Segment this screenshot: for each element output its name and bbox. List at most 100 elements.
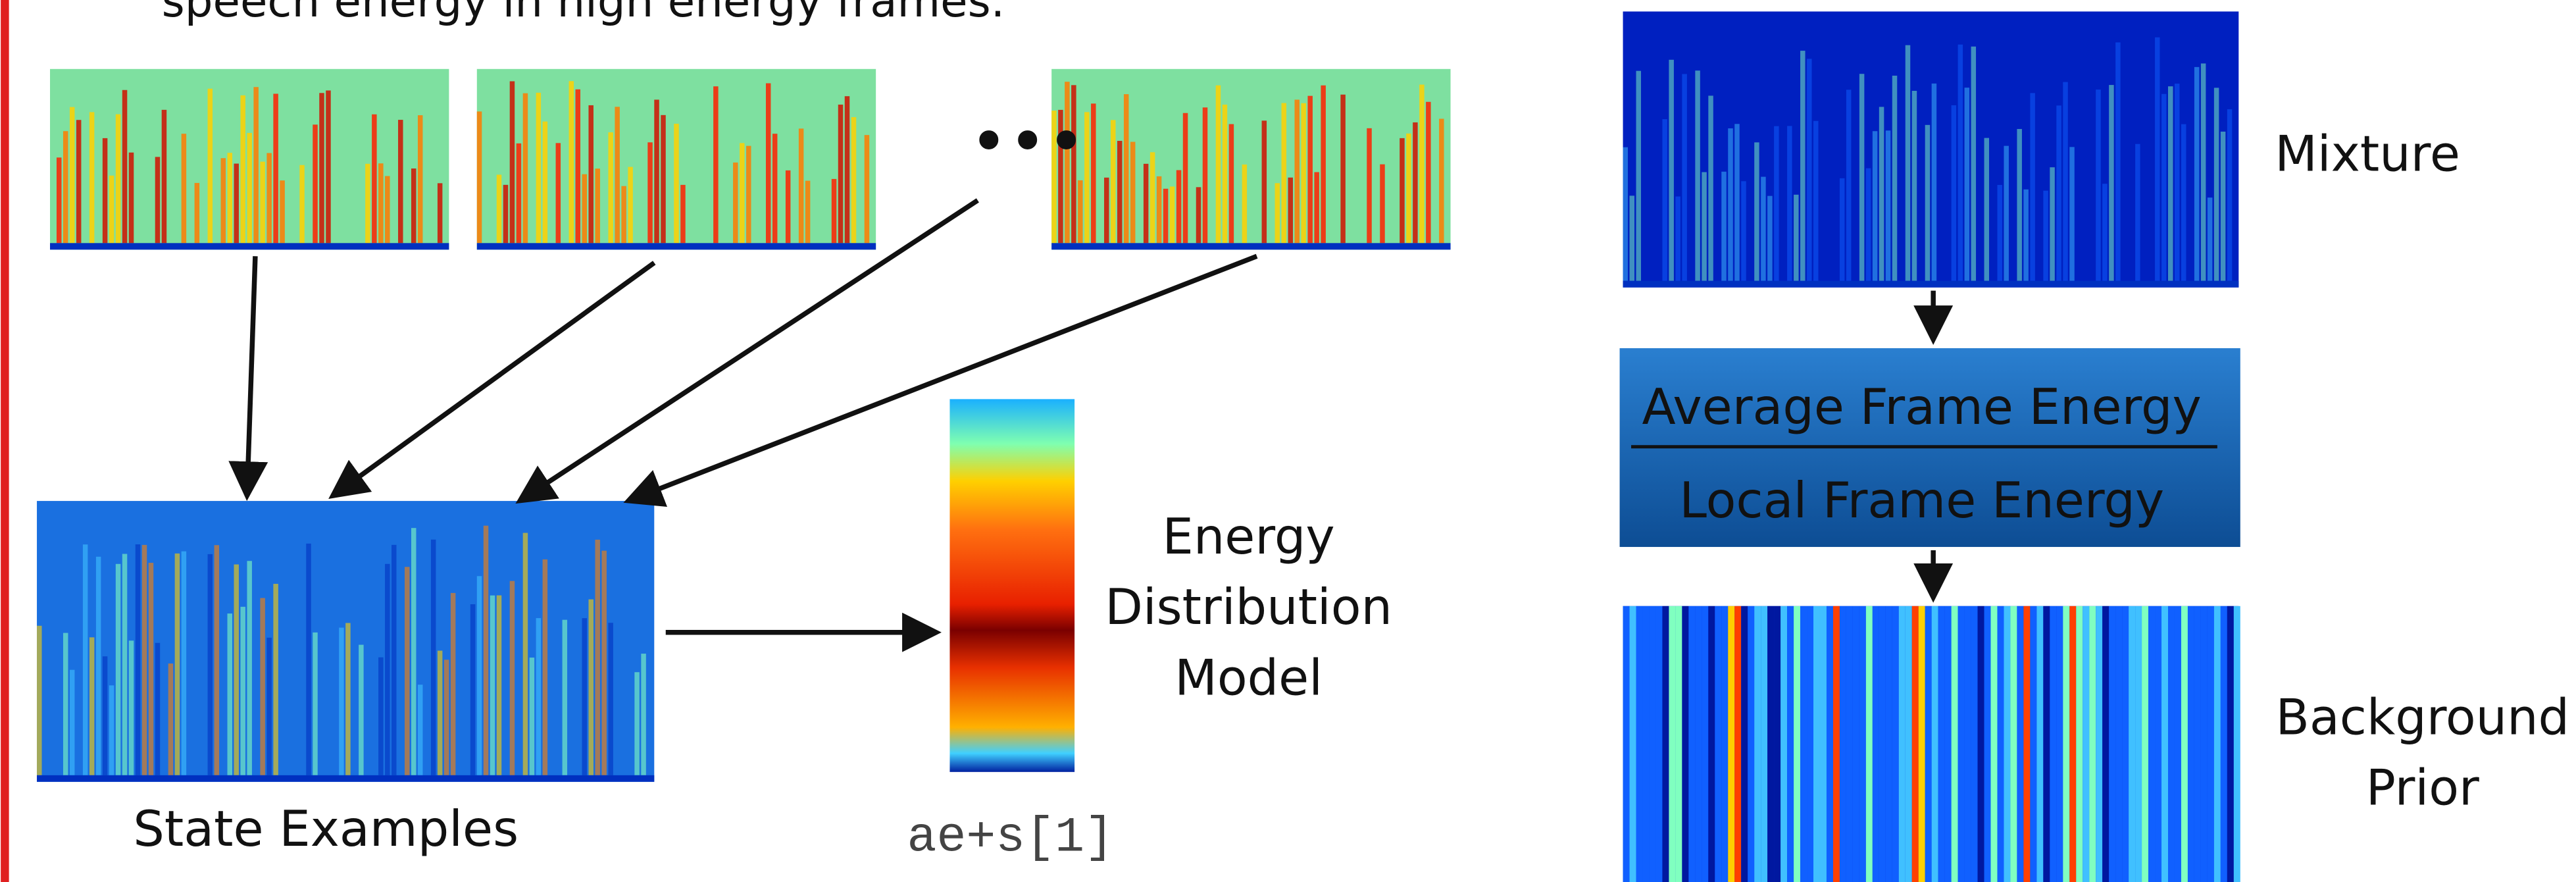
spectrogram-cell xyxy=(405,567,409,775)
spectrogram-cell xyxy=(1879,606,1886,882)
spectrogram-cell xyxy=(306,544,311,775)
spectrogram-cell xyxy=(2155,38,2159,281)
spectrogram-cell xyxy=(2201,606,2208,882)
spectrogram-cell xyxy=(2036,606,2043,882)
spectrogram-cell xyxy=(37,626,41,775)
spectrogram-cell xyxy=(484,526,488,775)
spectrogram-cell xyxy=(96,557,101,775)
spectrogram-cell xyxy=(1157,176,1161,243)
spectrogram-cell xyxy=(1794,195,1798,281)
spectrogram-cell xyxy=(2043,606,2050,882)
spectrogram-cell xyxy=(1655,606,1662,882)
spectrogram-cell xyxy=(510,81,515,243)
spectrogram-cell xyxy=(490,596,495,775)
spectrogram-cell xyxy=(136,544,140,775)
spectrogram-cell xyxy=(1695,70,1700,280)
spectrogram-cell xyxy=(536,618,541,775)
arrow xyxy=(628,256,1257,501)
ratio-denominator: Local Frame Energy xyxy=(1679,472,2164,529)
spectrogram-cell xyxy=(260,598,265,775)
spectrogram-cell xyxy=(1846,90,1851,280)
spectrogram-cell xyxy=(2129,606,2135,882)
spectrogram-cell xyxy=(799,128,803,243)
spectrogram-cell xyxy=(2102,184,2107,281)
spectrogram-cell xyxy=(2227,606,2234,882)
spectrogram-cell xyxy=(2010,606,2017,882)
spectrogram-cell xyxy=(2004,146,2008,281)
spectrogram-cell xyxy=(234,564,238,775)
spectrogram-cell xyxy=(208,554,213,775)
spectrogram-cell xyxy=(385,564,390,775)
spectrogram-cell xyxy=(378,658,383,775)
spectrogram-cell xyxy=(1623,147,1628,281)
spectrogram-cell xyxy=(2142,606,2148,882)
spectrogram-cell xyxy=(2115,606,2122,882)
spectrogram-cell xyxy=(2056,105,2061,280)
spectrogram-cell xyxy=(1886,606,1892,882)
spectrogram-cell xyxy=(1800,606,1807,882)
spectrogram-cell xyxy=(1091,103,1096,243)
spectrogram-cell xyxy=(391,545,396,775)
spectrogram-cell xyxy=(1734,124,1739,280)
spectrogram-cell xyxy=(2208,606,2214,882)
spectrogram-cell xyxy=(273,584,278,775)
spectrogram-cell xyxy=(1853,606,1859,882)
spectrogram-cell xyxy=(247,561,251,775)
spectrogram-cell xyxy=(444,660,449,775)
spectrogram-cell xyxy=(339,628,343,775)
spectrogram-cell xyxy=(1111,120,1115,243)
spectrogram-cell xyxy=(1813,606,1820,882)
spectrogram-cell xyxy=(2135,144,2140,281)
spectrogram-cell xyxy=(1754,606,1761,882)
spectrogram-cell xyxy=(641,654,645,775)
spectrogram-cell xyxy=(1873,131,1877,280)
spectrogram-cell xyxy=(865,135,869,243)
spectrogram-cell xyxy=(1262,120,1267,243)
spectrogram-cell xyxy=(1873,606,1879,882)
spectrogram-cell xyxy=(2076,606,2083,882)
spectrogram-cell xyxy=(477,111,482,243)
spectrogram-cell xyxy=(746,146,751,244)
spectrogram-cell xyxy=(122,90,127,244)
spectrogram-cell xyxy=(2063,82,2067,281)
spectrogram-cell xyxy=(1124,94,1128,243)
spectrogram-cell xyxy=(326,90,330,243)
spectrogram-cell xyxy=(266,638,271,775)
spectrogram-cell xyxy=(477,243,876,249)
spectrogram-cell xyxy=(2043,191,2048,281)
spectrogram-cell xyxy=(1275,183,1280,243)
spectrogram-cell xyxy=(319,93,324,243)
spectrogram-cell xyxy=(1971,47,1976,281)
slide: speech energy in high energy frames. •••… xyxy=(0,0,2576,882)
spectrogram-cell xyxy=(1688,606,1695,882)
spectrogram-cell xyxy=(438,651,442,775)
spectrogram-cell xyxy=(372,115,376,244)
spectrogram-cell xyxy=(1367,128,1371,243)
spectrogram-cell xyxy=(530,658,534,775)
spectrogram-cell xyxy=(1984,606,1991,882)
spectrogram-cell xyxy=(1675,197,1680,281)
spectrogram-cell xyxy=(215,545,219,775)
spectrogram-cell xyxy=(2214,88,2219,280)
spectrogram-cell xyxy=(240,607,245,775)
spectrogram-cell xyxy=(805,181,810,244)
spectrogram-cell xyxy=(359,645,363,775)
spectrogram-cell xyxy=(122,554,127,775)
spectrogram-cell xyxy=(2168,606,2175,882)
spectrogram-cell xyxy=(832,179,836,243)
spectrogram-cell xyxy=(1938,606,1945,882)
spectrogram-cell xyxy=(1301,103,1305,244)
spectrogram-cell xyxy=(2109,606,2115,882)
spectrogram-cell xyxy=(1840,178,1844,281)
energy-distribution-bar xyxy=(949,399,1074,771)
spectrogram-cell xyxy=(569,81,574,243)
spectrogram-cell xyxy=(1787,126,1792,280)
spectrogram-cell xyxy=(1636,606,1643,882)
spectrogram-cell xyxy=(116,564,120,775)
spectrogram-cell xyxy=(1912,91,1917,281)
spectrogram-cell xyxy=(1708,606,1715,882)
spectrogram-cell xyxy=(1846,606,1853,882)
spectrogram-cell xyxy=(1662,119,1667,281)
spectrogram-cell xyxy=(647,142,652,243)
spectrogram-cell xyxy=(1741,606,1748,882)
